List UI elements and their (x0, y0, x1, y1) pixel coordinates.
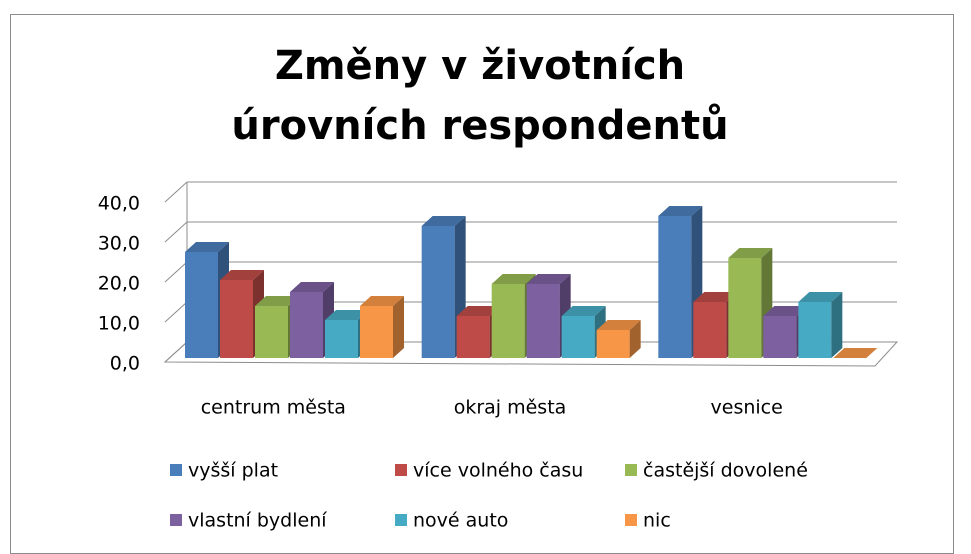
bar-top (220, 270, 264, 280)
y-tick-label: 10,0 (98, 313, 140, 335)
legend-swatch (625, 464, 637, 476)
bar (360, 296, 404, 358)
grid-line-side (164, 301, 188, 323)
y-tick-label: 20,0 (98, 273, 140, 295)
grid-line-side (164, 181, 188, 203)
bar-front (220, 280, 253, 358)
bar-side (629, 320, 641, 358)
chart-title: Změny v životních úrovních respondentů (231, 43, 729, 149)
bar-front (561, 316, 595, 358)
bar-top (693, 292, 738, 302)
legend-label: častější dovolené (643, 460, 808, 482)
bar-front (456, 316, 490, 358)
bar-top (185, 242, 229, 252)
bar-top (833, 348, 878, 358)
bar-front (290, 292, 323, 358)
bar-top (596, 320, 641, 330)
x-tick-label: centrum města (201, 397, 346, 419)
y-tick-label: 40,0 (98, 193, 140, 215)
bar (833, 348, 878, 358)
legend-label: nic (643, 510, 671, 532)
x-tick-label: okraj města (454, 397, 567, 419)
bar-top (255, 296, 299, 306)
bar (596, 320, 641, 358)
legend-swatch (170, 514, 182, 526)
bar-top (526, 274, 571, 284)
bar-top (491, 274, 536, 284)
bar-front (421, 226, 455, 358)
bar-front (185, 252, 218, 358)
grid-line-side (164, 341, 188, 363)
bar-front (658, 216, 692, 358)
bar-front (763, 316, 797, 358)
legend-swatch (395, 514, 407, 526)
legend-label: vyšší plat (188, 460, 278, 482)
bar-front (693, 302, 727, 358)
legend-label: více volného času (413, 460, 583, 482)
bar-top (290, 282, 334, 292)
bar-top (798, 292, 843, 302)
legend-swatch (395, 464, 407, 476)
bar-front (596, 330, 630, 358)
bar-top (421, 216, 466, 226)
bar-top (561, 306, 606, 316)
bar-top (360, 296, 404, 306)
x-tick-label: vesnice (711, 397, 783, 419)
bar-front (798, 302, 832, 358)
grid-line-side (164, 261, 188, 283)
bar-front (491, 284, 525, 358)
bar (798, 292, 843, 358)
y-tick-label: 30,0 (98, 233, 140, 255)
bar-side (393, 296, 404, 358)
bar-front (360, 306, 393, 358)
y-tick-label: 0,0 (110, 353, 140, 375)
legend-swatch (625, 514, 637, 526)
legend-label: nové auto (413, 510, 508, 532)
bar-top (658, 206, 703, 216)
bar-top (325, 310, 369, 320)
bar-front (526, 284, 560, 358)
bar-front (325, 320, 358, 358)
legend-swatch (170, 464, 182, 476)
bar-front (728, 258, 762, 358)
legend-label: vlastní bydlení (188, 510, 327, 532)
bar-side (831, 292, 843, 358)
bar-top (728, 248, 773, 258)
bar-top (763, 306, 808, 316)
bar-front (255, 306, 288, 358)
grid-line-side (164, 221, 188, 243)
bar-top (456, 306, 501, 316)
